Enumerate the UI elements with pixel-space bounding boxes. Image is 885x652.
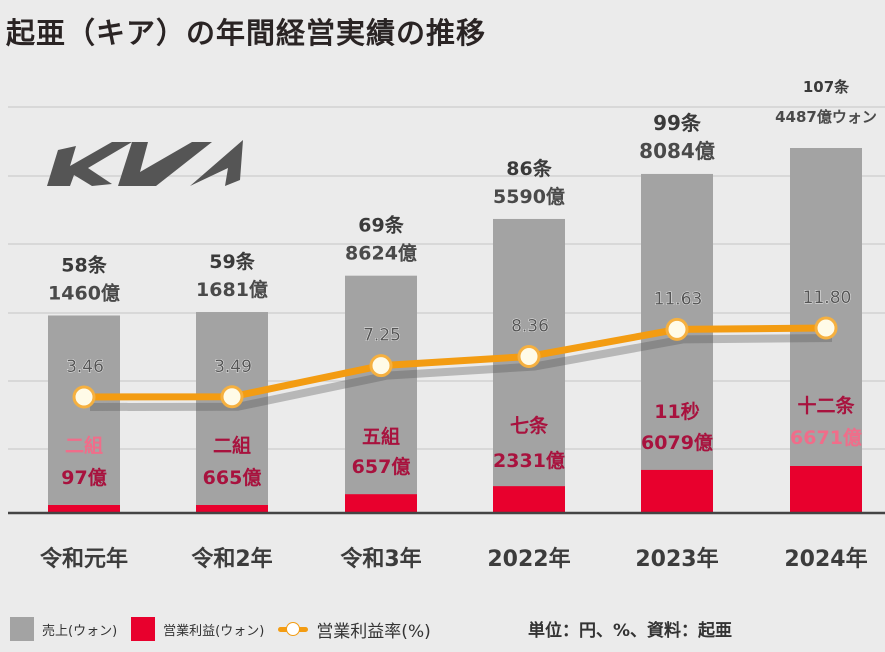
legend-label-rate: 営業利益率(%) <box>316 621 431 642</box>
rate-line-shadow <box>89 334 833 411</box>
sales-label-line1: 99条 <box>653 111 702 135</box>
x-tick-label: 令和2年 <box>191 546 272 572</box>
profit-bar <box>48 505 120 513</box>
rate-point <box>220 385 244 409</box>
sales-label-line2: 8084億 <box>639 139 715 163</box>
profit-label-line2: 97億 <box>61 466 106 489</box>
x-tick-label: 令和3年 <box>340 546 421 572</box>
kia-logo-k <box>47 142 132 186</box>
legend: 売上(ウォン) 営業利益(ウォン) 営業利益率(%) <box>10 614 445 644</box>
legend-swatch-profit <box>131 617 156 641</box>
rate-label: 8.36 <box>511 316 549 336</box>
rate-label: 11.80 <box>803 288 852 308</box>
profit-label-line2: 6079億 <box>641 431 713 454</box>
legend-label-profit: 営業利益(ウォン) <box>163 623 265 639</box>
kia-logo-i <box>118 142 212 186</box>
rate-label: 3.46 <box>66 357 104 377</box>
rate-point <box>72 385 96 409</box>
sales-label-line2: 4487億ウォン <box>775 108 877 126</box>
profit-label-line1: 七条 <box>510 414 549 437</box>
unit-source-note: 単位：円、%、資料：起亜 <box>528 621 733 641</box>
x-tick-label: 2022年 <box>487 546 570 572</box>
profit-bar <box>493 486 565 513</box>
profit-label-line1: 11秒 <box>654 400 699 423</box>
profit-label-line1: 二組 <box>65 434 103 457</box>
profit-bar <box>196 505 268 513</box>
kia-logo <box>47 140 243 186</box>
legend-swatch-sales <box>10 617 34 641</box>
sales-bar <box>48 315 120 513</box>
rate-label: 7.25 <box>363 326 401 346</box>
profit-label-line2: 657億 <box>352 455 411 478</box>
profit-bar <box>790 466 862 513</box>
sales-label-line2: 5590億 <box>493 185 565 208</box>
profit-label-line1: 二組 <box>213 434 251 457</box>
sales-bar <box>641 173 713 514</box>
legend-item-sales: 売上(ウォン) <box>10 617 117 641</box>
profit-label-line1: 五組 <box>362 425 400 448</box>
profit-label-line1: 十二条 <box>797 394 855 417</box>
rate-line <box>83 324 827 401</box>
chart-title: 起亜（キア）の年間経営実績の推移 <box>6 16 487 50</box>
legend-item-rate: 営業利益率(%) <box>278 617 431 642</box>
rate-point <box>665 317 689 341</box>
sales-bar <box>196 312 268 513</box>
sales-label-line2: 1460億 <box>48 281 120 304</box>
legend-item-profit: 営業利益(ウォン) <box>131 617 264 641</box>
sales-label-line2: 8624億 <box>345 242 417 265</box>
legend-line-marker-icon <box>278 617 309 641</box>
x-tick-label: 2024年 <box>784 546 867 572</box>
profit-bar <box>345 494 417 513</box>
x-tick-label: 2023年 <box>635 546 718 572</box>
rate-label: 11.63 <box>654 289 703 309</box>
rate-point <box>517 344 541 368</box>
profit-label-line2: 665億 <box>203 466 262 489</box>
rate-label: 3.49 <box>214 357 252 377</box>
rate-point <box>369 354 393 378</box>
sales-bar <box>345 275 417 513</box>
sales-label-line1: 86条 <box>506 157 552 180</box>
profit-label-line2: 6671億 <box>790 426 862 449</box>
kia-logo-a <box>190 140 243 186</box>
legend-label-sales: 売上(ウォン) <box>42 623 118 639</box>
rate-point <box>814 316 838 340</box>
profit-bar <box>641 469 713 513</box>
sales-label-line1: 107条 <box>803 78 850 96</box>
profit-label-line2: 2331億 <box>493 449 565 472</box>
sales-label-line1: 59条 <box>209 250 255 273</box>
sales-label-line2: 1681億 <box>196 278 268 301</box>
x-tick-label: 令和元年 <box>40 546 128 572</box>
sales-label-line1: 69条 <box>358 214 404 237</box>
sales-label-line1: 58条 <box>61 253 107 276</box>
